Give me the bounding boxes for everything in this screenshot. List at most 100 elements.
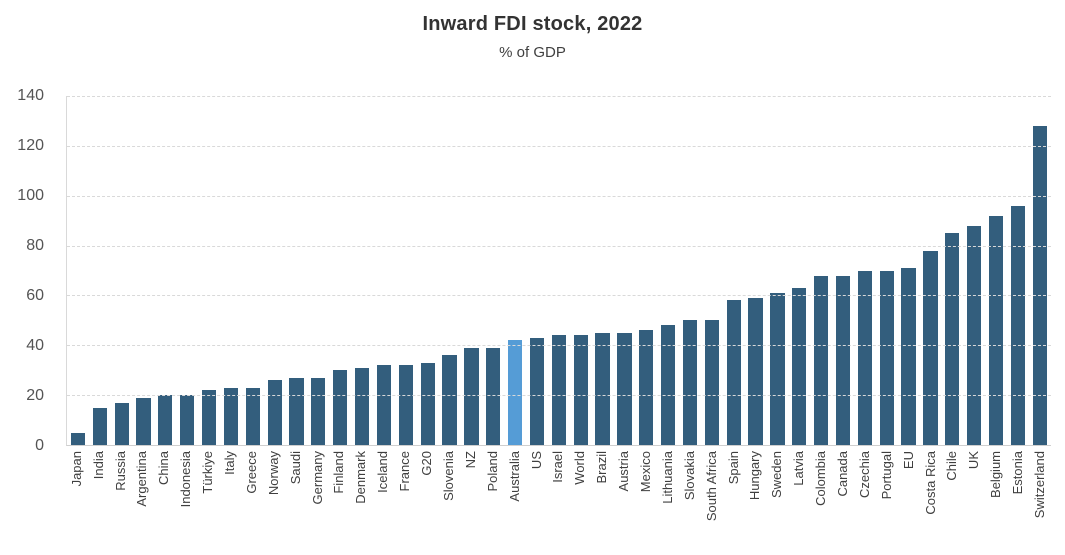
bar-slot	[963, 96, 985, 445]
x-tick: South Africa	[701, 451, 723, 555]
bar	[988, 215, 1004, 445]
x-tick: Denmark	[351, 451, 373, 555]
bar	[376, 365, 392, 445]
bar	[1010, 205, 1025, 445]
bar	[879, 270, 894, 445]
x-tick: India	[88, 451, 110, 555]
x-tick-label: Finland	[331, 451, 347, 494]
x-tick-label: Colombia	[813, 451, 829, 506]
x-tick: Spain	[723, 451, 745, 555]
x-tick: Latvia	[788, 451, 810, 555]
bar-slot	[876, 96, 898, 445]
x-tick-label: Chile	[944, 451, 960, 481]
bar-slot	[111, 96, 133, 445]
bar-slot	[701, 96, 723, 445]
x-tick: Türkiye	[197, 451, 219, 555]
bar-slot	[526, 96, 548, 445]
bar	[748, 297, 763, 445]
y-tick-label: 20	[26, 387, 44, 404]
bar-slot	[89, 96, 111, 445]
x-axis-labels: Japan India Russia Argentina China Indonesia T…	[66, 451, 1051, 555]
x-tick-label: South Africa	[703, 451, 719, 522]
chart-title: Inward FDI stock, 2022	[422, 13, 643, 35]
x-tick: Canada	[832, 451, 854, 555]
bar	[923, 250, 938, 445]
x-tick-label: Australia	[506, 451, 522, 502]
x-tick-label: Argentina	[134, 451, 150, 507]
x-tick-label: Lithuania	[659, 451, 675, 504]
x-tick: Japan	[66, 451, 88, 555]
bar	[770, 292, 785, 445]
gridline	[67, 245, 1051, 247]
bar	[901, 268, 916, 445]
bar	[661, 325, 676, 445]
bar-slot	[504, 96, 526, 445]
bar-slot	[67, 96, 89, 445]
bar-slot	[154, 96, 176, 445]
bar	[726, 300, 741, 445]
bar	[223, 387, 239, 445]
bar-slot	[745, 96, 767, 445]
x-tick: Norway	[263, 451, 285, 555]
y-axis: 0 20 40 60 80 100 120 140	[0, 88, 44, 454]
bar	[551, 335, 566, 445]
bar-slot	[832, 96, 854, 445]
x-tick: World	[569, 451, 591, 555]
x-tick: Russia	[110, 451, 132, 555]
bar	[835, 275, 851, 445]
bar	[529, 337, 545, 445]
x-tick: Chile	[942, 451, 964, 555]
bar-slot	[417, 96, 439, 445]
bar	[704, 320, 719, 445]
bar-slot	[176, 96, 198, 445]
bar	[967, 225, 982, 445]
x-tick-label: Saudi	[287, 451, 303, 485]
gridline	[67, 195, 1051, 197]
y-tick-label: 40	[26, 337, 44, 354]
x-tick-label: Denmark	[353, 451, 369, 504]
x-tick: Argentina	[132, 451, 154, 555]
bar	[398, 365, 413, 445]
bar	[442, 355, 457, 445]
x-tick-label: Portugal	[878, 451, 894, 500]
bar	[682, 320, 698, 445]
bar-slot	[264, 96, 286, 445]
bar-slot	[920, 96, 942, 445]
x-tick: Sweden	[767, 451, 789, 555]
x-tick: Hungary	[745, 451, 767, 555]
bar	[180, 395, 195, 445]
bar-slot	[723, 96, 745, 445]
bar-slot	[395, 96, 417, 445]
x-tick: Saudi	[285, 451, 307, 555]
x-tick-label: Canada	[834, 451, 850, 497]
x-tick: G20	[416, 451, 438, 555]
bar-slot	[679, 96, 701, 445]
x-tick-label: Poland	[484, 451, 500, 492]
x-tick-label: Slovenia	[440, 451, 456, 501]
x-tick: US	[526, 451, 548, 555]
x-tick-label: Japan	[68, 451, 84, 487]
bar-slot	[898, 96, 920, 445]
x-tick-label: Switzerland	[1031, 451, 1047, 519]
bar-slot	[286, 96, 308, 445]
bar	[311, 377, 326, 445]
chart-subtitle: % of GDP	[499, 44, 566, 61]
bar-slot	[133, 96, 155, 445]
x-tick-label: Germany	[309, 451, 325, 505]
bar	[114, 402, 129, 445]
gridline	[67, 96, 1051, 97]
x-tick-label: Belgium	[988, 451, 1004, 498]
bar-slot	[198, 96, 220, 445]
x-tick-label: Türkiye	[200, 451, 216, 494]
x-tick-label: EU	[900, 451, 916, 470]
bar-slot	[810, 96, 832, 445]
x-tick: Greece	[241, 451, 263, 555]
bar	[945, 233, 960, 445]
bar	[245, 387, 260, 445]
bar-slot	[854, 96, 876, 445]
bar	[158, 395, 173, 445]
x-tick: Germany	[307, 451, 329, 555]
x-tick-label: Hungary	[747, 451, 763, 501]
x-tick-label: Iceland	[375, 451, 391, 493]
plot-area	[66, 96, 1051, 446]
